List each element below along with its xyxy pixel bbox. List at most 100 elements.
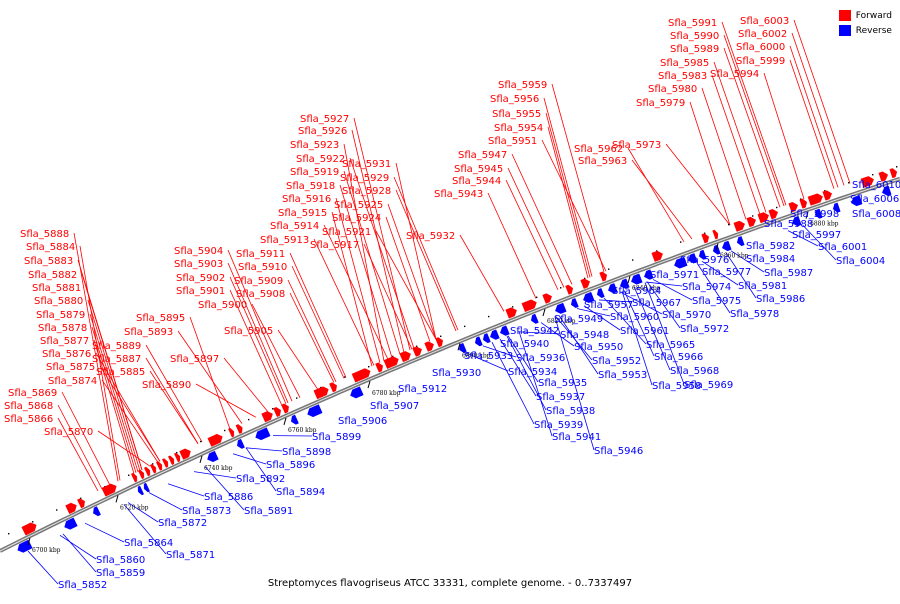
tick-label: 6740 kbp: [204, 465, 233, 472]
track-dot: [752, 215, 753, 216]
forward-leader-line: [632, 160, 692, 239]
reverse-gene-arrow[interactable]: [235, 439, 244, 450]
reverse-gene-arrow[interactable]: [142, 483, 149, 493]
forward-gene-arrow[interactable]: [375, 362, 384, 373]
forward-gene-arrow[interactable]: [652, 250, 665, 262]
forward-gene-arrow[interactable]: [281, 403, 290, 414]
track-dot: [848, 182, 849, 183]
forward-gene-label: Sfla_5955: [492, 109, 541, 120]
forward-gene-label: Sfla_5990: [670, 31, 719, 42]
forward-leader-line: [792, 33, 844, 185]
forward-gene-label: Sfla_5877: [40, 336, 89, 347]
forward-gene-label: Sfla_5876: [42, 349, 91, 360]
forward-gene-arrow[interactable]: [168, 455, 175, 465]
reverse-gene-label: Sfla_5966: [654, 352, 703, 363]
forward-gene-arrow[interactable]: [734, 220, 746, 232]
forward-gene-arrow[interactable]: [566, 284, 575, 295]
forward-gene-arrow[interactable]: [769, 208, 780, 219]
reverse-gene-arrow[interactable]: [489, 330, 500, 341]
reverse-gene-arrow[interactable]: [482, 333, 491, 344]
reverse-gene-label: Sfla_5941: [552, 432, 601, 443]
reverse-gene-arrow[interactable]: [596, 288, 605, 299]
forward-leader-line: [224, 358, 268, 412]
forward-gene-label: Sfla_6002: [738, 29, 787, 40]
reverse-gene-label: Sfla_5974: [682, 282, 731, 293]
forward-gene-arrow[interactable]: [162, 458, 169, 468]
forward-gene-arrow[interactable]: [600, 271, 609, 282]
forward-gene-label: Sfla_5923: [290, 140, 339, 151]
forward-gene-label: Sfla_5983: [658, 71, 707, 82]
reverse-gene-label: Sfla_5930: [432, 368, 481, 379]
forward-gene-label: Sfla_5895: [136, 313, 185, 324]
track-dot: [32, 521, 33, 522]
forward-gene-label: Sfla_5926: [298, 126, 347, 137]
forward-leader-line: [666, 144, 730, 225]
reverse-leader-line: [168, 484, 204, 496]
forward-leader-line: [98, 431, 150, 466]
forward-gene-label: Sfla_6003: [740, 16, 789, 27]
forward-gene-label: Sfla_5999: [736, 56, 785, 67]
reverse-gene-arrow[interactable]: [570, 298, 579, 309]
reverse-gene-label: Sfla_5965: [646, 340, 695, 351]
forward-gene-arrow[interactable]: [543, 292, 554, 303]
reverse-gene-arrow[interactable]: [721, 241, 732, 252]
forward-gene-arrow[interactable]: [747, 216, 758, 227]
forward-gene-arrow[interactable]: [273, 406, 282, 417]
forward-leader-line: [488, 193, 536, 299]
track-dot: [608, 268, 609, 269]
forward-gene-arrow[interactable]: [144, 466, 151, 476]
forward-gene-label: Sfla_5928: [342, 186, 391, 197]
forward-gene-label: Sfla_5868: [4, 401, 53, 412]
reverse-gene-arrow[interactable]: [289, 415, 298, 426]
tick-mark: [200, 456, 202, 463]
forward-gene-arrow[interactable]: [425, 340, 436, 351]
reverse-gene-label: Sfla_5886: [204, 492, 253, 503]
forward-gene-arrow[interactable]: [702, 233, 711, 244]
forward-gene-arrow[interactable]: [329, 381, 338, 392]
reverse-gene-label: Sfla_5952: [592, 356, 641, 367]
track-dot: [632, 259, 633, 260]
reverse-gene-label: Sfla_5933: [464, 351, 513, 362]
forward-gene-label: Sfla_5917: [310, 240, 359, 251]
forward-gene-arrow[interactable]: [150, 463, 157, 473]
reverse-gene-arrow[interactable]: [736, 236, 745, 246]
reverse-gene-label: Sfla_5981: [738, 281, 787, 292]
forward-gene-arrow[interactable]: [800, 198, 809, 208]
reverse-gene-arrow[interactable]: [474, 337, 483, 348]
forward-gene-arrow[interactable]: [713, 229, 720, 239]
reverse-gene-arrow[interactable]: [136, 486, 143, 496]
forward-gene-label: Sfla_5874: [48, 376, 97, 387]
forward-gene-arrow[interactable]: [228, 427, 235, 437]
legend: Forward Reverse: [839, 8, 892, 38]
forward-gene-arrow[interactable]: [413, 345, 424, 356]
forward-gene-label: Sfla_5914: [270, 221, 319, 232]
forward-gene-arrow[interactable]: [131, 472, 138, 482]
reverse-gene-label: Sfla_5934: [508, 367, 557, 378]
forward-gene-label: Sfla_5900: [198, 300, 247, 311]
forward-gene-arrow[interactable]: [138, 469, 145, 479]
forward-gene-arrow[interactable]: [436, 336, 445, 347]
forward-leader-line: [344, 171, 400, 354]
reverse-gene-label: Sfla_5986: [756, 294, 805, 305]
reverse-gene-arrow[interactable]: [530, 314, 539, 325]
reverse-gene-label: Sfla_6001: [818, 242, 867, 253]
forward-gene-arrow[interactable]: [77, 497, 86, 508]
forward-gene-arrow[interactable]: [236, 423, 244, 433]
forward-gene-label: Sfla_5927: [300, 114, 349, 125]
track-dot: [56, 509, 57, 510]
reverse-gene-label: Sfla_5942: [510, 326, 559, 337]
forward-gene-label: Sfla_5922: [296, 154, 345, 165]
reverse-gene-arrow[interactable]: [91, 507, 100, 518]
forward-gene-label: Sfla_5869: [8, 388, 57, 399]
forward-swatch: [839, 10, 851, 21]
reverse-gene-label: Sfla_5896: [266, 460, 315, 471]
forward-gene-arrow[interactable]: [581, 277, 592, 288]
reverse-gene-arrow[interactable]: [499, 326, 510, 337]
forward-gene-label: Sfla_5879: [36, 310, 85, 321]
forward-gene-label: Sfla_5893: [124, 327, 173, 338]
forward-gene-arrow[interactable]: [156, 461, 163, 471]
forward-gene-arrow[interactable]: [890, 167, 899, 177]
forward-gene-label: Sfla_5929: [340, 173, 389, 184]
reverse-gene-label: Sfla_5957: [584, 300, 633, 311]
